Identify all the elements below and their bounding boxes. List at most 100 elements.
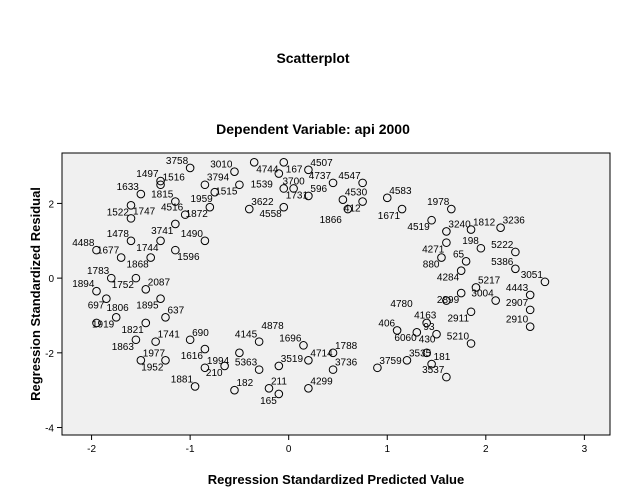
data-point-label: 1616 (181, 351, 204, 362)
data-point-label: 1478 (107, 229, 130, 240)
data-point-label: 4714 (310, 348, 333, 359)
data-point-label: 4780 (390, 299, 413, 310)
data-point (102, 294, 111, 303)
data-point (156, 294, 165, 303)
data-point (373, 363, 382, 373)
data-point-label: 2911 (448, 314, 470, 325)
data-point (200, 236, 210, 246)
data-point (328, 178, 338, 188)
data-point (274, 169, 284, 178)
data-point (116, 253, 126, 262)
data-point-label: 3240 (448, 219, 471, 230)
data-point-label: 1978 (427, 197, 450, 208)
data-point-label: 1752 (112, 280, 135, 291)
data-point (496, 223, 505, 233)
data-point-label: 4488 (72, 238, 95, 249)
data-point (343, 204, 353, 214)
data-point (540, 277, 550, 287)
data-point (279, 202, 289, 212)
data-point-label: 4163 (414, 311, 437, 322)
data-point-label: 3537 (422, 365, 445, 376)
data-point (185, 335, 195, 345)
data-point-label: 1868 (127, 260, 150, 271)
data-point (456, 266, 466, 275)
data-points (92, 158, 550, 399)
data-point (412, 327, 422, 337)
data-point-label: 1741 (158, 330, 181, 341)
data-point (432, 329, 441, 339)
data-point-label: 430 (419, 334, 436, 345)
data-point (442, 238, 451, 247)
data-point (161, 355, 170, 365)
data-point-label: 1872 (186, 209, 209, 220)
data-point-label: 2907 (506, 298, 529, 309)
data-point-label: 4299 (310, 376, 333, 387)
data-point (106, 273, 116, 283)
data-point (299, 341, 308, 350)
data-point-label: 3700 (283, 177, 306, 188)
data-point-label: 4547 (338, 171, 361, 182)
x-axis-title: Regression Standardized Predicted Value (208, 472, 464, 487)
data-point (358, 178, 367, 188)
x-tick-label: 2 (483, 444, 489, 455)
data-point (491, 296, 500, 305)
data-point (274, 389, 284, 399)
data-point-label: 3758 (166, 156, 189, 167)
data-point (466, 339, 476, 348)
data-point-label: 1747 (133, 206, 156, 217)
data-point-label: 1895 (136, 301, 159, 312)
y-tick-label: -2 (45, 349, 54, 360)
data-point-label: 4744 (256, 164, 279, 175)
data-point-label: 4284 (437, 273, 460, 284)
y-tick-label: 0 (48, 274, 54, 285)
axis-ticks: -2 -1 0 1 2 3 -4 -2 0 2 (45, 199, 587, 455)
chart-title: Scatterplot (276, 50, 349, 66)
chart-subtitle: Dependent Variable: api 2000 (216, 121, 410, 137)
data-point-label: 65 (453, 249, 465, 260)
data-point-label: 93 (423, 322, 435, 333)
data-point-label: 1806 (107, 303, 130, 314)
data-point (210, 187, 220, 197)
data-point (525, 305, 535, 315)
data-point (279, 184, 289, 193)
data-point-label: 4145 (235, 330, 258, 341)
data-point-label: 165 (260, 396, 277, 407)
data-point-label: 4583 (389, 186, 412, 197)
data-point-label: 1731 (286, 191, 309, 202)
data-point-label: 2899 (437, 295, 460, 306)
data-point-label: 5222 (491, 240, 514, 251)
data-point (427, 359, 436, 369)
data-point-label: 181 (434, 352, 451, 363)
data-point (254, 337, 264, 346)
data-point-label: 5217 (478, 276, 501, 287)
data-point-label: 5210 (447, 332, 470, 343)
data-point-label: 3519 (281, 354, 304, 365)
data-point-label: 697 (88, 301, 105, 312)
data-point (235, 180, 244, 190)
data-point-label: 1812 (473, 218, 496, 229)
data-point (476, 243, 486, 253)
data-point-label: 412 (344, 204, 361, 215)
data-point (200, 344, 210, 354)
data-point-label: 4558 (260, 209, 283, 220)
data-point (190, 382, 200, 391)
data-point (249, 158, 259, 167)
data-point (402, 355, 412, 365)
data-point-label: 1821 (122, 325, 145, 336)
data-point-label: 3736 (335, 358, 358, 369)
y-tick-label: 2 (48, 199, 54, 210)
data-point (274, 361, 284, 371)
data-point (437, 253, 446, 262)
data-point-label: 1671 (378, 211, 401, 222)
data-point-label: 167 (286, 164, 303, 175)
data-point-label: 1788 (335, 341, 358, 352)
data-point-label: 1744 (136, 243, 159, 254)
data-point (328, 365, 338, 374)
data-point (92, 245, 101, 255)
data-point-label: 1539 (251, 180, 274, 191)
data-point-label: 1919 (92, 319, 115, 330)
data-point (156, 236, 165, 246)
data-point (126, 200, 136, 210)
x-tick-label: -1 (186, 444, 195, 455)
